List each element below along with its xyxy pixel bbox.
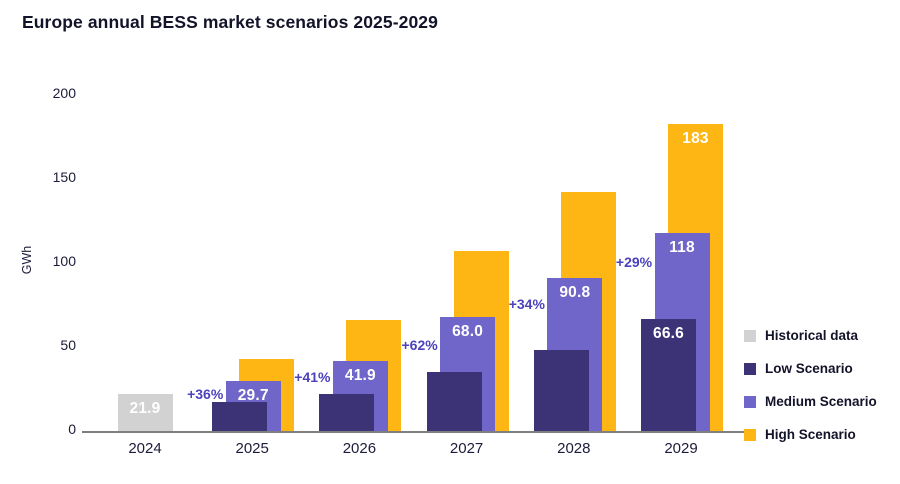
bar-low-scenario-2028 [533,350,589,431]
x-label-2024: 2024 [128,440,162,457]
bar-label-medium-scenario-2028: 90.8 [559,284,591,302]
legend-label-historical-data: Historical data [765,328,859,343]
chart-title: Europe annual BESS market scenarios 2025… [22,12,438,32]
x-label-2028: 2028 [557,440,591,457]
x-label-2029: 2029 [664,440,698,457]
bar-low-scenario-2026 [319,394,375,431]
y-tick-0: 0 [68,421,76,437]
growth-annotation-2028: +34% [508,295,545,312]
legend-swatch-historical-data [744,329,756,342]
y-tick-50: 50 [60,337,76,353]
y-tick-150: 150 [52,169,76,185]
x-label-2026: 2026 [342,440,377,457]
bar-label-historical-data-2024: 21.9 [129,400,161,418]
legend-swatch-high-scenario [744,428,756,441]
growth-annotation-2025: +36% [187,385,224,402]
bar-label-high-scenario-2029: 183 [682,129,709,147]
legend-item-low-scenario: Low Scenario [744,361,877,376]
growth-annotation-2027: +62% [401,336,438,353]
growth-annotation-2026: +41% [294,368,331,385]
x-label-2027: 2027 [449,440,484,457]
x-axis-line [82,431,756,433]
bar-low-scenario-2029 [641,319,696,431]
growth-annotation-2029: +29% [615,253,653,270]
legend-item-historical-data: Historical data [744,328,877,343]
y-tick-100: 100 [52,253,76,269]
bar-low-scenario-2027 [426,372,482,431]
legend-label-low-scenario: Low Scenario [765,361,853,376]
legend-label-medium-scenario: Medium Scenario [765,394,877,409]
bar-historical-data-2024 [117,394,173,431]
bar-label-medium-scenario-2029: 118 [669,238,695,256]
bar-label-medium-scenario-2027: 68.0 [452,322,484,340]
bar-label-medium-scenario-2026: 41.9 [344,366,376,384]
legend-item-medium-scenario: Medium Scenario [744,394,877,409]
bar-label-medium-scenario-2025: 29.7 [237,387,269,405]
legend-swatch-low-scenario [744,362,756,375]
y-tick-200: 200 [52,85,76,101]
legend-label-high-scenario: High Scenario [765,427,856,442]
chart-legend: Historical data Low Scenario Medium Scenar… [744,328,877,442]
bar-label-low-scenario-2029: 66.6 [653,325,684,343]
legend-swatch-medium-scenario [744,395,756,408]
bar-low-scenario-2025 [212,402,268,431]
x-label-2025: 2025 [235,440,269,457]
legend-item-high-scenario: High Scenario [744,427,877,442]
y-axis-unit-label: GWh [20,245,34,275]
